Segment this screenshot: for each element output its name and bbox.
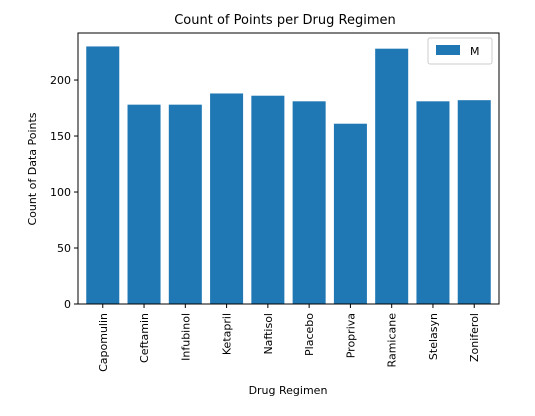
bar-naftisol (251, 95, 285, 305)
legend: M (427, 37, 493, 65)
x-tick-label-propriva: Propriva (344, 313, 357, 358)
plot-frame (77, 32, 500, 305)
y-tick-label: 0 (64, 298, 71, 311)
y-axis-label: Count of Data Points (26, 112, 39, 225)
x-tick-label-placebo: Placebo (303, 313, 316, 356)
x-axis-label: Drug Regimen (249, 384, 328, 397)
legend-label: M (470, 45, 480, 58)
x-tick-label-infubinol: Infubinol (179, 313, 192, 361)
x-tick-label-stelasyn: Stelasyn (427, 313, 440, 360)
x-tick-label-capomulin: Capomulin (97, 313, 110, 372)
x-axis-ticks: Capomulin Ceftamin Infubinol Ketapril Naftis… (97, 304, 481, 372)
y-tick-label: 50 (57, 242, 71, 255)
bars-group (86, 46, 491, 305)
bar-placebo (292, 101, 326, 304)
bar-ceftamin (127, 104, 161, 304)
legend-swatch (436, 45, 460, 55)
bar-infubinol (168, 104, 202, 304)
bar-propriva (333, 123, 367, 305)
y-tick-label: 200 (50, 74, 71, 87)
bar-stelasyn (416, 101, 450, 304)
bar-capomulin (86, 46, 120, 304)
y-tick-label: 150 (50, 130, 71, 143)
bar-zoniferol (457, 100, 491, 304)
y-axis-ticks: 0 50 100 150 200 (50, 74, 78, 311)
x-tick-label-zoniferol: Zoniferol (468, 313, 481, 362)
x-tick-label-ceftamin: Ceftamin (138, 313, 151, 363)
y-tick-label: 100 (50, 186, 71, 199)
x-tick-label-ramicane: Ramicane (386, 313, 399, 368)
bar-ramicane (375, 48, 409, 305)
chart-title: Count of Points per Drug Regimen (174, 13, 396, 28)
bar-ketapril (210, 93, 244, 304)
x-tick-label-ketapril: Ketapril (221, 313, 234, 355)
x-tick-label-naftisol: Naftisol (262, 313, 275, 355)
